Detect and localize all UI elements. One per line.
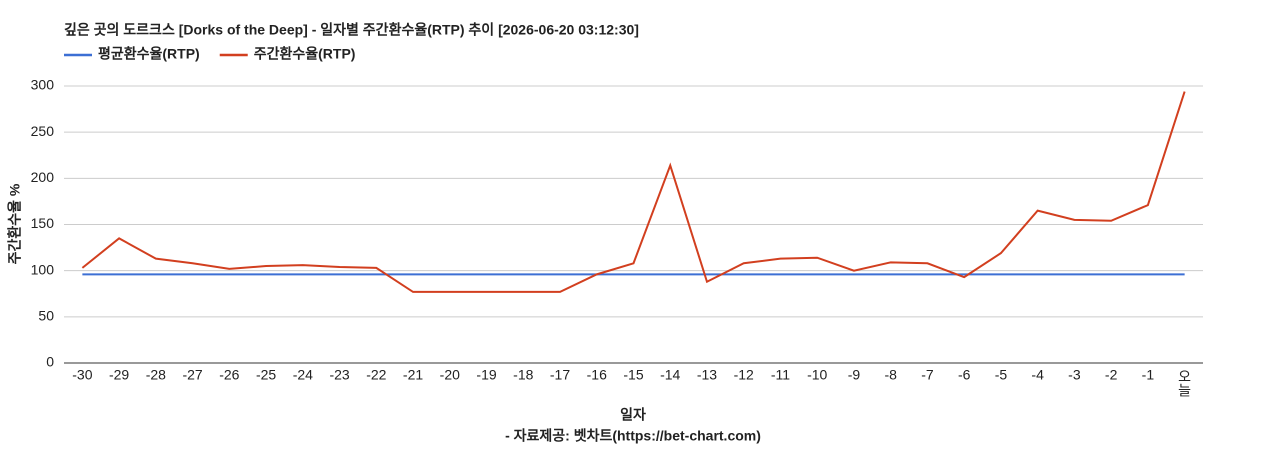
legend-label: 평균환수율(RTP) — [98, 46, 200, 62]
x-tick-label: -19 — [476, 367, 496, 383]
x-tick-label: -4 — [1031, 367, 1044, 383]
x-tick-label: -23 — [329, 367, 349, 383]
x-tick-label: -8 — [884, 367, 897, 383]
x-tick-label: -16 — [587, 367, 607, 383]
y-tick-label: 300 — [31, 77, 55, 93]
source: - 자료제공: 벳차트(https://bet-chart.com) — [505, 428, 761, 444]
x-tick-label: -30 — [72, 367, 92, 383]
y-tick-label: 50 — [38, 308, 54, 324]
y-tick-label: 0 — [46, 354, 54, 370]
x-axis-label: 일자 — [620, 407, 646, 423]
x-tick-label: -17 — [550, 367, 570, 383]
y-tick-label: 250 — [31, 123, 55, 139]
x-tick-label: -12 — [734, 367, 754, 383]
x-tick-label: -25 — [256, 367, 276, 383]
x-tick-label: -7 — [921, 367, 934, 383]
y-tick-label: 200 — [31, 169, 55, 185]
y-tick-label: 100 — [31, 261, 55, 277]
x-tick-label: -11 — [771, 367, 790, 383]
x-tick-label: -22 — [366, 367, 386, 383]
chart-title: 깊은 곳의 도르크스 [Dorks of the Deep] - 일자별 주간환… — [64, 22, 639, 38]
x-tick-label: -14 — [660, 367, 680, 383]
x-tick-label: -24 — [293, 367, 313, 383]
x-tick-label: -10 — [807, 367, 827, 383]
x-tick-label: -2 — [1105, 367, 1118, 383]
legend-label: 주간환수율(RTP) — [254, 46, 356, 62]
x-tick-label: -28 — [146, 367, 166, 383]
x-tick-label: 오늘 — [1177, 369, 1193, 397]
x-tick-label: -13 — [697, 367, 717, 383]
x-tick-label: -6 — [958, 367, 971, 383]
y-axis-label: 주간환수율 % — [7, 183, 23, 264]
x-tick-label: -9 — [848, 367, 861, 383]
series-line — [81, 91, 1186, 293]
x-tick-label: -26 — [219, 367, 239, 383]
x-tick-label: -29 — [109, 367, 129, 383]
x-tick-label: -3 — [1068, 367, 1081, 383]
x-tick-label: -1 — [1142, 367, 1155, 383]
x-tick-label: -27 — [182, 367, 202, 383]
x-tick-label: -15 — [623, 367, 643, 383]
y-tick-label: 150 — [31, 215, 55, 231]
x-tick-label: -20 — [440, 367, 460, 383]
x-tick-label: -21 — [403, 367, 423, 383]
x-tick-label: -5 — [995, 367, 1008, 383]
x-tick-label: -18 — [513, 367, 533, 383]
